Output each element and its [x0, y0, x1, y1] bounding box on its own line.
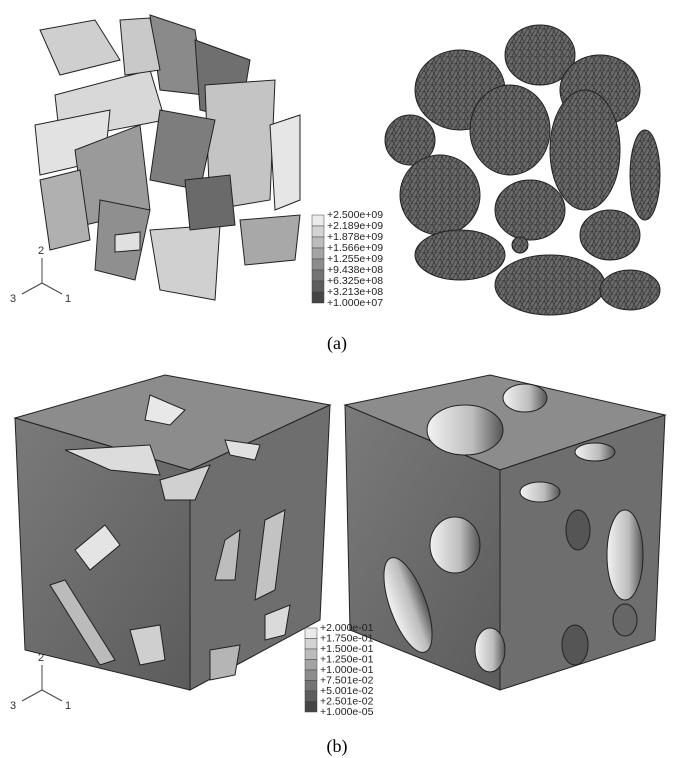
cube-left-image: [15, 375, 330, 690]
legend: +2.000e-01+1.750e-01+1.500e-01+1.250e-01…: [305, 622, 374, 718]
figure: +2.500e+09+2.189e+09+1.878e+09+1.566e+09…: [0, 0, 675, 758]
legend-swatch: [305, 649, 317, 660]
axis-label: 3: [10, 700, 16, 712]
legend-swatch: [305, 681, 317, 692]
axis-label: 2: [38, 652, 44, 664]
legend-label: +1.000e+07: [327, 297, 383, 309]
legend-swatch: [312, 248, 324, 259]
legend-label: +1.000e-05: [320, 706, 374, 718]
legend-swatch: [305, 691, 317, 702]
axis-line: [22, 283, 42, 294]
caption: (a): [327, 333, 347, 354]
legend-swatch: [312, 226, 324, 237]
legend-swatch: [305, 702, 317, 713]
axis-label: 2: [38, 245, 44, 257]
axis-label: 3: [10, 293, 16, 305]
caption: (b): [327, 736, 348, 757]
axis-triad: 2 1 3: [10, 652, 71, 712]
fragments-image: [35, 15, 300, 300]
legend-swatch: [312, 281, 324, 292]
legend-swatch: [305, 670, 317, 681]
legend-swatch: [305, 628, 317, 639]
legend-swatch: [305, 639, 317, 650]
axis-label: 1: [65, 700, 71, 712]
legend-swatch: [305, 660, 317, 671]
legend-swatch: [312, 215, 324, 226]
axis-label: 1: [65, 293, 71, 305]
axis-line: [42, 283, 62, 294]
legend-swatch: [312, 237, 324, 248]
axis-line: [22, 690, 42, 701]
mesh-image: [385, 25, 660, 315]
axis-line: [42, 690, 62, 701]
cube-right-image: [345, 375, 665, 690]
axis-triad: 2 1 3: [10, 245, 71, 305]
legend-swatch: [312, 259, 324, 270]
legend-swatch: [312, 292, 324, 303]
legend-swatch: [312, 270, 324, 281]
legend: +2.500e+09+2.189e+09+1.878e+09+1.566e+09…: [312, 209, 383, 309]
